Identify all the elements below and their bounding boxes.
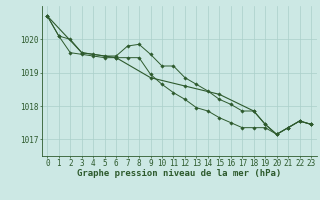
X-axis label: Graphe pression niveau de la mer (hPa): Graphe pression niveau de la mer (hPa) — [77, 169, 281, 178]
